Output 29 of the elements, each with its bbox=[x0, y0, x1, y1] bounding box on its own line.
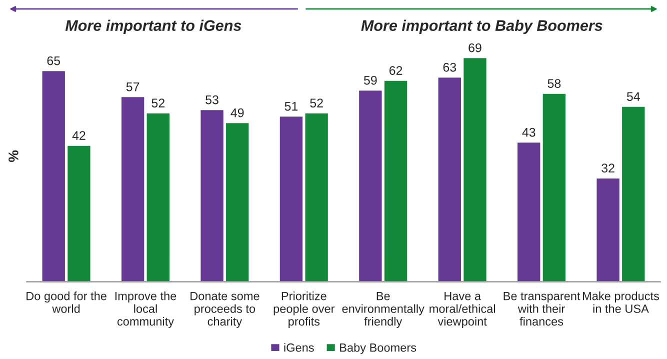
data-label: 63 bbox=[443, 62, 456, 72]
data-label: 32 bbox=[602, 164, 614, 173]
x-tick-label: Have a moral/ethical viewpoint bbox=[430, 292, 495, 328]
data-label: 57 bbox=[126, 82, 140, 92]
data-label: 52 bbox=[152, 98, 164, 108]
x-tick-label: Do good for the world bbox=[26, 292, 106, 313]
x-tick-label: Donate some proceeds to charity bbox=[190, 292, 260, 328]
data-label: 43 bbox=[522, 128, 536, 137]
x-tick-label: Improve the local community bbox=[115, 292, 176, 328]
x-tick-label: Make products in the USA bbox=[582, 292, 660, 313]
text: More important to iGens bbox=[65, 20, 242, 34]
legend-label: Baby Boomers bbox=[340, 343, 416, 354]
legend-label: iGens bbox=[284, 343, 314, 352]
data-label: 53 bbox=[206, 95, 218, 104]
data-label: 51 bbox=[284, 102, 298, 111]
data-label: 49 bbox=[230, 108, 244, 118]
data-label: 54 bbox=[626, 92, 640, 101]
data-label: 58 bbox=[548, 79, 561, 88]
x-tick-label: Be environmentally friendly bbox=[342, 292, 424, 328]
y-axis-title: % bbox=[8, 150, 18, 162]
x-tick-label: Be transparent with their finances bbox=[504, 292, 580, 326]
data-label: 42 bbox=[72, 131, 86, 140]
text: More important to Baby Boomers bbox=[361, 20, 602, 34]
data-label: 52 bbox=[310, 98, 323, 108]
data-label: 65 bbox=[47, 56, 60, 66]
data-label: 62 bbox=[389, 66, 402, 75]
x-tick-label: Prioritize people over profits bbox=[274, 292, 335, 328]
data-label: 69 bbox=[468, 43, 482, 52]
data-label: 59 bbox=[364, 76, 377, 85]
